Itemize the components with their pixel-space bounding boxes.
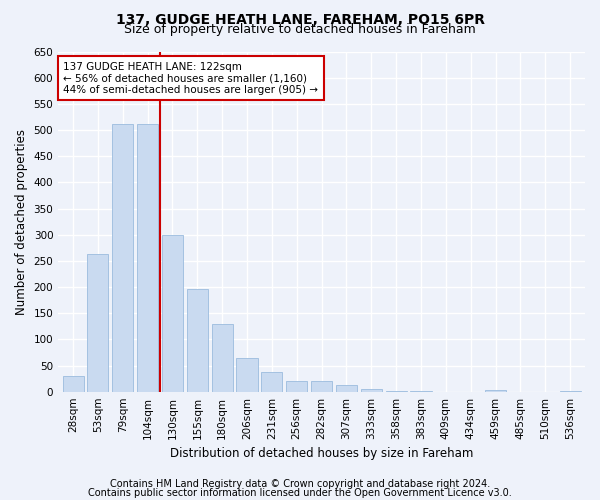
Bar xyxy=(262,372,283,392)
Text: 137 GUDGE HEATH LANE: 122sqm
← 56% of detached houses are smaller (1,160)
44% of: 137 GUDGE HEATH LANE: 122sqm ← 56% of de… xyxy=(64,62,319,95)
Bar xyxy=(112,124,133,392)
Bar xyxy=(361,388,382,392)
X-axis label: Distribution of detached houses by size in Fareham: Distribution of detached houses by size … xyxy=(170,447,473,460)
Bar xyxy=(311,381,332,392)
Bar xyxy=(88,254,109,392)
Bar xyxy=(236,358,257,392)
Bar xyxy=(485,390,506,392)
Text: Size of property relative to detached houses in Fareham: Size of property relative to detached ho… xyxy=(124,22,476,36)
Bar xyxy=(386,390,407,392)
Bar xyxy=(137,124,158,392)
Bar xyxy=(162,234,183,392)
Y-axis label: Number of detached properties: Number of detached properties xyxy=(15,128,28,314)
Bar xyxy=(212,324,233,392)
Text: Contains public sector information licensed under the Open Government Licence v3: Contains public sector information licen… xyxy=(88,488,512,498)
Bar xyxy=(62,376,83,392)
Bar xyxy=(410,390,431,392)
Bar xyxy=(187,288,208,392)
Text: 137, GUDGE HEATH LANE, FAREHAM, PO15 6PR: 137, GUDGE HEATH LANE, FAREHAM, PO15 6PR xyxy=(115,12,485,26)
Bar xyxy=(336,385,357,392)
Text: Contains HM Land Registry data © Crown copyright and database right 2024.: Contains HM Land Registry data © Crown c… xyxy=(110,479,490,489)
Bar xyxy=(560,390,581,392)
Bar xyxy=(286,381,307,392)
